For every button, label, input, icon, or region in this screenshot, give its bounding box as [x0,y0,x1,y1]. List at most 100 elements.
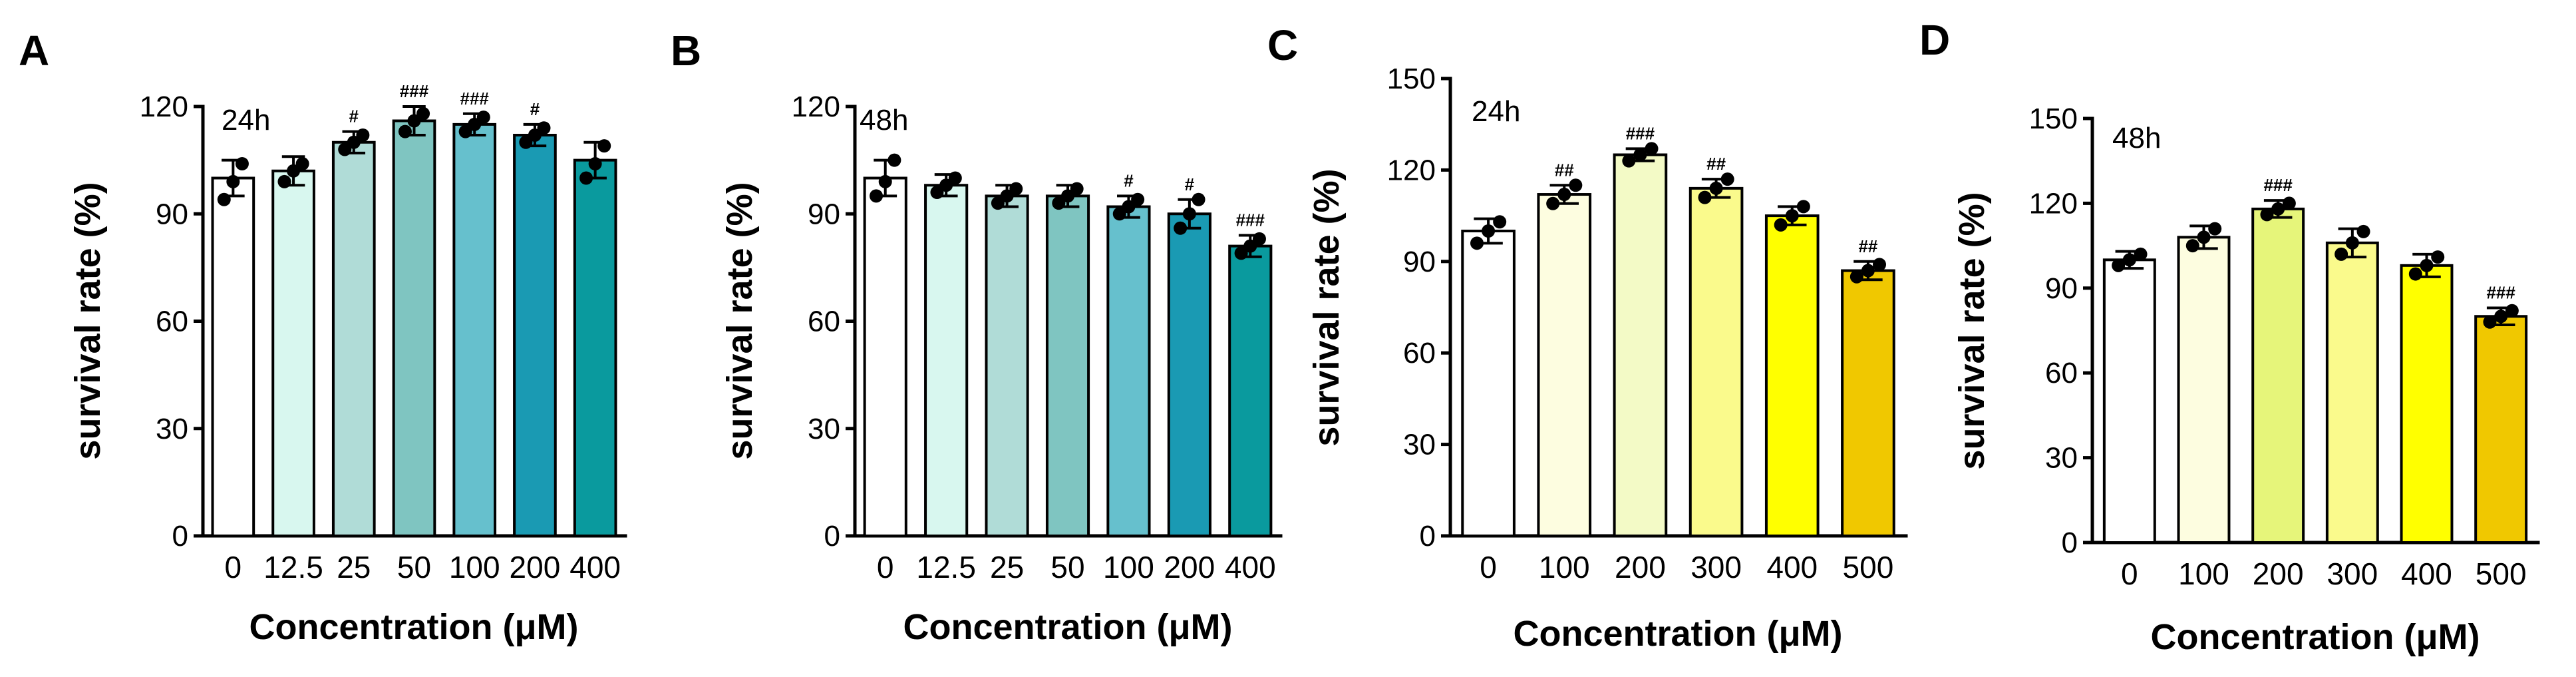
significance-mark: ### [2263,175,2293,195]
y-tick-label: 30 [808,413,840,445]
data-point [519,135,533,149]
bar [1537,193,1592,538]
data-point [1872,258,1886,272]
data-point [1000,189,1014,203]
y-tick-label: 150 [1387,63,1436,95]
bar [2102,258,2156,544]
data-point [2345,236,2359,250]
y-tick-label: 60 [156,306,188,338]
data-point [1645,142,1659,156]
data-point [1633,148,1647,162]
x-tick-label: 200 [2253,557,2304,591]
data-point [1546,196,1560,210]
y-tick-label: 30 [1403,429,1436,461]
data-point [1122,200,1136,214]
y-tick-label: 0 [2062,527,2078,559]
data-point [458,124,472,138]
data-point [1234,246,1248,260]
panel-d: D 0 30 60 90 120 150 0 100 ### 200 300 400 ### 500 48h s… [1919,16,2540,657]
panel-a: A 0 30 60 90 120 0 12.5 #25 ### 50 ### 100 #200 400 24h… [19,27,627,647]
data-point [217,192,231,206]
data-point [2197,230,2211,244]
x-tick-label: 12.5 [916,550,976,584]
y-tick-label: 90 [2045,272,2078,305]
data-point [1622,154,1636,168]
data-point [991,196,1005,210]
bar [1228,244,1273,537]
x-tick-label: 300 [2327,557,2378,591]
data-point [1720,172,1734,186]
y-tick-label: 60 [1403,337,1436,369]
y-tick-label: 0 [1420,520,1436,553]
time-label: 24h [222,104,270,136]
data-point [2483,315,2497,329]
data-point [226,174,240,188]
x-tick-label: 500 [1843,550,1894,584]
data-point [1131,192,1145,206]
data-point [1470,236,1484,250]
data-point [2356,224,2370,238]
bar [924,184,969,537]
data-point [356,128,370,142]
data-point [579,171,593,185]
bar [1689,186,1744,537]
y-axis-label: survival rate (%) [1952,192,1992,469]
data-point [537,121,551,135]
y-tick-label: 30 [156,413,188,445]
data-point [1557,188,1571,202]
x-tick-label: 100 [1103,550,1154,584]
time-label: 48h [860,104,908,136]
significance-mark: ### [460,89,490,109]
x-axis-label: Concentration (μM) [249,607,579,647]
y-tick-label: 120 [140,91,188,123]
data-point [1182,207,1196,221]
data-point [2185,239,2199,253]
bar [2474,315,2528,544]
x-tick-label: 300 [1690,550,1742,584]
bar [1106,205,1151,537]
y-tick-label: 60 [808,306,840,338]
data-point [1850,270,1863,284]
data-point [468,117,482,131]
bar [392,119,436,537]
y-tick-label: 30 [2045,442,2078,475]
time-label: 24h [1472,95,1520,128]
significance-mark: # [530,99,540,119]
data-point [1192,192,1206,206]
bar [2177,236,2231,544]
data-point [347,135,361,149]
bar [1613,153,1668,537]
significance-mark: ## [1858,236,1877,256]
y-tick-label: 150 [2029,103,2078,135]
significance-mark: ### [400,81,429,101]
x-tick-label: 200 [1615,550,1666,584]
x-tick-label: 100 [449,550,500,584]
significance-mark: ### [1626,123,1655,143]
data-point [476,111,490,124]
data-point [597,139,611,153]
x-axis-label: Concentration (μM) [903,607,1233,647]
data-point [1009,182,1023,196]
x-tick-label: 200 [510,550,561,584]
significance-mark: ### [1236,210,1265,230]
y-tick-label: 120 [2029,187,2078,220]
data-point [416,107,430,120]
x-tick-label: 200 [1164,550,1215,584]
significance-mark: ### [2486,283,2515,303]
data-point [1569,178,1583,192]
time-label: 48h [2112,122,2161,154]
data-point [2260,208,2274,222]
bar [985,194,1029,537]
data-point [2408,267,2422,281]
y-tick-label: 90 [808,198,840,230]
data-point [870,189,884,203]
data-point [1052,196,1066,210]
data-point [2134,247,2148,261]
data-point [398,124,412,138]
panel-letter: D [1919,16,1950,64]
x-tick-label: 50 [397,550,431,584]
bar [2400,264,2454,544]
x-axis-label: Concentration (μM) [2151,617,2480,657]
data-point [338,142,352,156]
